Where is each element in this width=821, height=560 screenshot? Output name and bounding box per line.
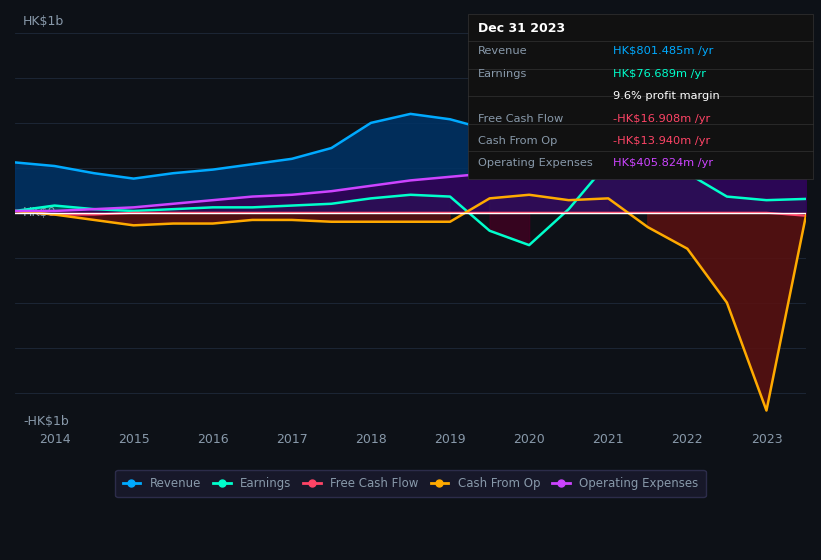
Text: HK$0: HK$0 — [23, 206, 57, 220]
Text: Cash From Op: Cash From Op — [478, 136, 557, 146]
Text: -HK$16.908m /yr: -HK$16.908m /yr — [613, 114, 710, 124]
Text: HK$405.824m /yr: HK$405.824m /yr — [613, 158, 713, 169]
Text: Operating Expenses: Operating Expenses — [478, 158, 593, 169]
Text: Earnings: Earnings — [478, 69, 527, 79]
Text: Free Cash Flow: Free Cash Flow — [478, 114, 563, 124]
Text: HK$1b: HK$1b — [23, 15, 64, 28]
Text: -HK$1b: -HK$1b — [23, 416, 69, 428]
Text: 9.6% profit margin: 9.6% profit margin — [613, 91, 720, 101]
Text: Revenue: Revenue — [478, 46, 527, 57]
Text: HK$801.485m /yr: HK$801.485m /yr — [613, 46, 713, 57]
Legend: Revenue, Earnings, Free Cash Flow, Cash From Op, Operating Expenses: Revenue, Earnings, Free Cash Flow, Cash … — [116, 470, 705, 497]
Text: -HK$13.940m /yr: -HK$13.940m /yr — [613, 136, 710, 146]
Text: HK$76.689m /yr: HK$76.689m /yr — [613, 69, 706, 79]
Text: Dec 31 2023: Dec 31 2023 — [478, 22, 565, 35]
